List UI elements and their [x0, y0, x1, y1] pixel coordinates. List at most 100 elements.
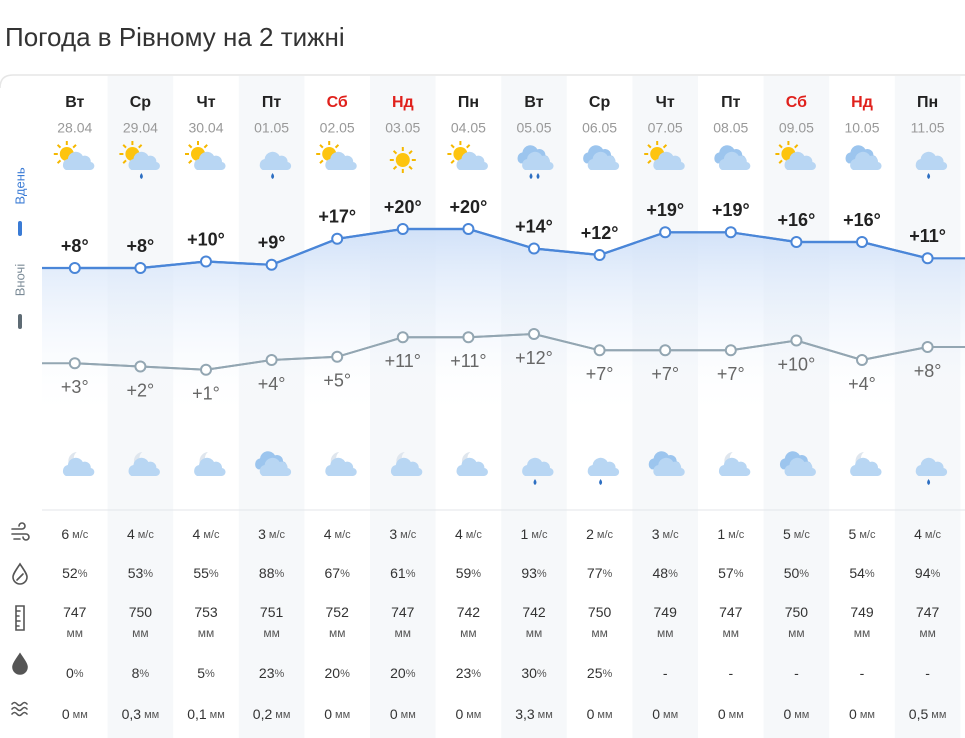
cloud	[718, 151, 751, 171]
precip-prob-value: -	[860, 665, 865, 681]
wind-unit: м/с	[400, 529, 417, 541]
pressure-unit: мм	[657, 626, 674, 640]
weather-icon	[447, 141, 488, 171]
date: 02.05	[320, 120, 355, 136]
wind-unit: м/с	[335, 529, 352, 541]
sun-ray	[56, 144, 62, 149]
pressure-value: 742	[522, 604, 546, 620]
day-point	[396, 223, 409, 235]
night-temp: +5°	[323, 371, 351, 391]
cloud	[653, 151, 685, 171]
day-point	[462, 223, 475, 235]
cloud	[390, 457, 423, 477]
day-line	[74, 227, 928, 270]
precip-unit: мм	[144, 709, 159, 721]
rain-drop	[271, 173, 275, 179]
precip-prob: -	[794, 665, 799, 681]
weather-icon	[915, 151, 948, 179]
sun-ray	[392, 150, 398, 155]
pressure: 742	[522, 604, 546, 620]
pressure-value: 752	[326, 604, 350, 620]
precip-unit: мм	[931, 709, 946, 721]
weather-icon	[185, 141, 226, 171]
day-temp: +16°	[778, 210, 816, 230]
night-temp: +11°	[450, 351, 486, 371]
weekday: Пт	[721, 94, 741, 111]
precip-prob-unit: %	[340, 668, 350, 680]
cloud	[653, 457, 685, 477]
pressure: 742	[457, 604, 481, 620]
pressure-value: 749	[654, 604, 678, 620]
precip-unit: мм	[663, 709, 678, 721]
cloud	[259, 151, 292, 171]
date: 03.05	[385, 120, 420, 136]
precip-value: 0	[390, 706, 398, 722]
precip-prob-unit: %	[139, 668, 149, 680]
wind-unit: м/с	[663, 529, 680, 541]
wind: 3 м/с	[389, 526, 416, 542]
humidity-value: 52	[62, 565, 78, 581]
humidity-value: 61	[390, 565, 406, 581]
precip-prob-value: 30	[521, 665, 537, 681]
wind-value: 1	[717, 526, 725, 542]
day-temp: +12°	[581, 223, 619, 243]
weather-icon	[714, 145, 751, 171]
night-point	[68, 357, 81, 370]
precip-value: 0	[783, 706, 791, 722]
weather-icon	[779, 451, 816, 477]
pressure: 749	[850, 604, 874, 620]
humidity-unit: %	[406, 568, 416, 580]
humidity: 52%	[62, 565, 88, 581]
weekday: Сб	[327, 94, 348, 111]
day-label: Вдень	[12, 167, 27, 205]
pressure-unit: мм	[854, 626, 871, 640]
wind: 6 м/с	[61, 526, 88, 542]
cloud	[718, 457, 751, 477]
sun-ray	[778, 159, 783, 164]
wind: 4 м/с	[127, 526, 154, 542]
humidity: 61%	[390, 565, 416, 581]
day-marker	[18, 221, 22, 236]
day-temp: +20°	[450, 197, 488, 217]
precip-prob-value: -	[663, 665, 668, 681]
cloud	[259, 457, 292, 477]
wind-value: 4	[193, 526, 201, 542]
precip: 0 мм	[390, 706, 416, 722]
wind-unit: м/с	[269, 529, 286, 541]
precip: 0,5 мм	[909, 706, 947, 722]
humidity-unit: %	[734, 568, 744, 580]
pressure-unit: мм	[591, 626, 608, 640]
precip-value: 0	[324, 706, 332, 722]
cloud	[850, 457, 882, 477]
cloud	[456, 457, 488, 477]
precip-value: 0,5	[909, 706, 929, 722]
precip-prob: 23%	[456, 665, 482, 681]
night-point	[593, 344, 606, 357]
day-point	[921, 252, 934, 265]
weather-icon	[648, 451, 685, 477]
precip-prob-unit: %	[274, 668, 284, 680]
weekday: Ср	[589, 94, 611, 111]
humidity: 59%	[456, 565, 482, 581]
humidity-unit: %	[865, 568, 875, 580]
day-point	[528, 242, 540, 255]
precip-icon	[11, 701, 28, 717]
precip-value: 3,3	[515, 706, 535, 722]
pressure: 752	[326, 604, 350, 620]
precip-prob: 25%	[587, 665, 613, 681]
precip-unit: мм	[860, 709, 875, 721]
precip-unit: мм	[401, 709, 416, 721]
cloud	[194, 151, 226, 171]
pressure-unit: мм	[198, 626, 215, 640]
precip-prob: 0%	[66, 665, 84, 681]
weather-icon	[915, 457, 948, 485]
precip-prob-unit: %	[471, 668, 481, 680]
precip-prob-value: 25	[587, 665, 603, 681]
day-point	[331, 232, 344, 245]
wind-unit: м/с	[466, 529, 483, 541]
precip: 0 мм	[62, 706, 88, 722]
sun-ray	[188, 159, 193, 164]
day-point	[724, 226, 737, 239]
night-point	[724, 344, 737, 357]
pressure-unit: мм	[263, 626, 280, 640]
